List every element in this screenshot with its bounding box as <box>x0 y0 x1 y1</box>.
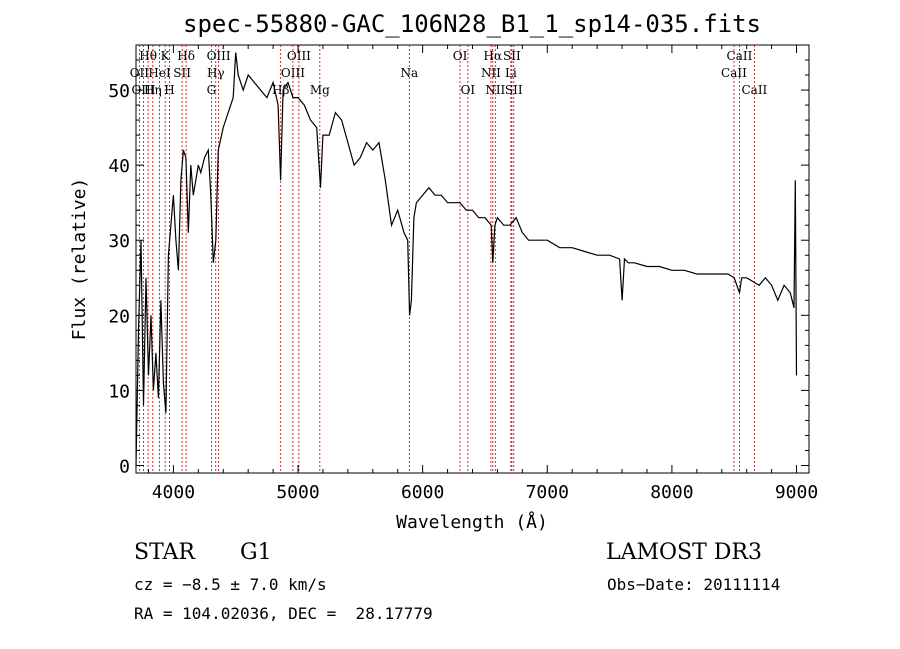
line-marker-label-8: Hδ <box>177 49 195 63</box>
survey-name: LAMOST DR3 <box>606 540 762 565</box>
x-axis-ticks: 4000 5000 6000 7000 8000 9000 <box>147 45 818 503</box>
line-marker-label-13: OIII <box>281 66 305 80</box>
line-marker-label-18: OI <box>461 83 476 97</box>
x-tick-label-5000: 5000 <box>276 482 319 503</box>
object-class: STAR <box>134 540 195 565</box>
line-marker-label-22: Li <box>505 66 517 80</box>
y-tick-label-20: 20 <box>108 306 130 327</box>
chart-title: spec-55880-GAC_106N28_B1_1_sp14-035.fits <box>183 10 761 38</box>
line-marker-label-12: OIII <box>287 49 311 63</box>
y-tick-label-0: 0 <box>119 456 130 477</box>
line-marker-label-17: OI <box>453 49 468 63</box>
line-marker-label-1: OII <box>130 66 150 80</box>
line-marker-label-9: OIII <box>207 49 231 63</box>
y-tick-label-40: 40 <box>108 156 130 177</box>
line-marker-label-16: Na <box>400 66 418 80</box>
line-marker-label-26: CaII <box>721 66 747 80</box>
line-marker-label-19: Hα <box>484 49 503 63</box>
y-tick-label-30: 30 <box>108 231 130 252</box>
plot-frame <box>135 44 810 474</box>
x-tick-label-8000: 8000 <box>650 482 693 503</box>
spectral-line-markers <box>138 45 755 473</box>
x-axis-label: Wavelength (Å) <box>396 511 548 533</box>
line-marker-label-27: CaII <box>741 83 767 97</box>
obs-date: Obs−Date: 20111114 <box>607 575 781 594</box>
y-tick-label-50: 50 <box>108 81 130 102</box>
coordinates: RA = 104.02036, DEC = 28.17779 <box>134 604 433 623</box>
y-axis-ticks: 0 10 20 30 40 50 <box>108 59 809 477</box>
y-axis-label: Flux (relative) <box>69 178 90 341</box>
line-marker-label-20: SII <box>503 49 521 63</box>
object-subclass: G1 <box>240 540 272 565</box>
x-tick-label-7000: 7000 <box>526 482 569 503</box>
line-marker-label-15: Mg <box>310 83 330 97</box>
line-marker-label-4: HeI <box>148 66 171 80</box>
line-marker-label-7: H <box>164 83 174 97</box>
line-marker-label-23: NII <box>485 83 505 97</box>
x-tick-label-6000: 6000 <box>401 482 444 503</box>
line-marker-label-5: Hη <box>144 83 162 97</box>
line-marker-label-3: K <box>161 49 171 63</box>
line-marker-label-10: Hγ <box>207 66 225 80</box>
line-marker-label-25: CaII <box>727 49 753 63</box>
y-tick-label-10: 10 <box>108 381 130 402</box>
redshift-text: cz = −8.5 ± 7.0 km/s <box>134 575 327 594</box>
x-tick-label-4000: 4000 <box>152 482 195 503</box>
line-marker-label-24: SII <box>505 83 523 97</box>
spectrum-line <box>135 52 798 466</box>
line-marker-label-11: G <box>207 83 217 97</box>
line-marker-label-0: Hθ <box>139 49 157 63</box>
line-marker-label-21: NII <box>481 66 501 80</box>
x-tick-label-9000: 9000 <box>775 482 818 503</box>
line-marker-label-6: SII <box>173 66 191 80</box>
